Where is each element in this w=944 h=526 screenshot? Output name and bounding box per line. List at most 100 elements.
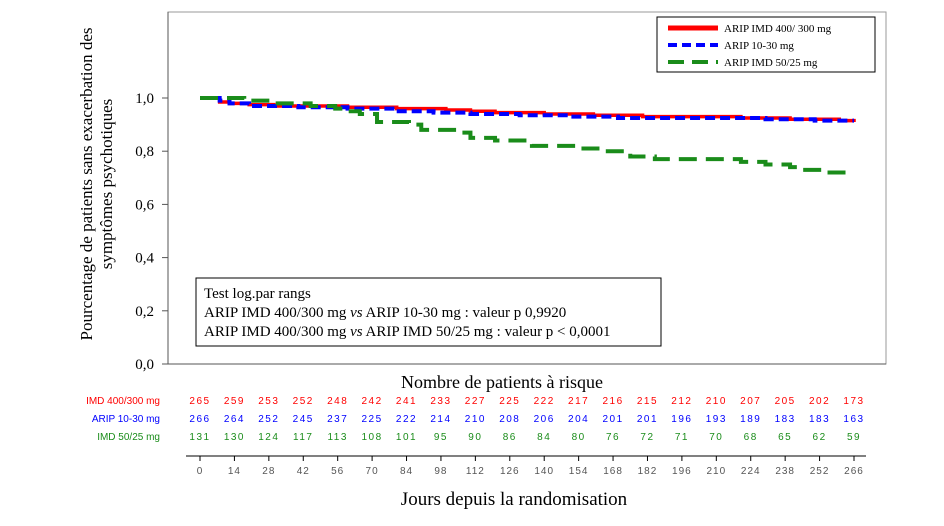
risk-value: 206: [534, 414, 555, 425]
risk-value: 266: [189, 414, 210, 425]
risk-value: 210: [706, 396, 727, 407]
y-tick-label: 0,0: [135, 357, 154, 373]
risk-table: IMD 400/300 mg 265 259 253 252 248 242 241 233 22…: [86, 396, 864, 443]
risk-value: 113: [327, 432, 347, 443]
risk-value: 84: [537, 432, 551, 443]
risk-value: 70: [709, 432, 723, 443]
test-line1-a: ARIP IMD 400/300 mg: [204, 305, 350, 321]
risk-value: 214: [430, 414, 451, 425]
x-tick-label: 56: [331, 466, 344, 477]
risk-value: 65: [778, 432, 792, 443]
risk-value: 201: [602, 414, 623, 425]
risk-value: 227: [465, 396, 486, 407]
series-line-2: [200, 96, 854, 175]
y-tick-label: 0,8: [135, 144, 154, 160]
x-axis-label: Jours depuis la randomisation: [401, 489, 628, 510]
risk-value: 80: [572, 432, 586, 443]
legend-items: ARIP IMD 400/ 300 mg ARIP 10-30 mg ARIP IM…: [668, 23, 832, 69]
risk-value: 252: [258, 414, 279, 425]
risk-value: 245: [293, 414, 314, 425]
risk-value: 265: [189, 396, 210, 407]
x-tick-label: 0: [197, 466, 204, 477]
risk-value: 225: [362, 414, 383, 425]
x-tick-label: 14: [228, 466, 241, 477]
risk-value: 59: [847, 432, 861, 443]
risk-value: 90: [468, 432, 482, 443]
risk-value: 252: [293, 396, 314, 407]
risk-value: 95: [434, 432, 448, 443]
x-tick-label: 266: [844, 466, 864, 477]
x-tick-label: 252: [810, 466, 830, 477]
risk-value: 208: [499, 414, 520, 425]
risk-value: 131: [189, 432, 210, 443]
risk-value: 201: [637, 414, 658, 425]
y-tick-label: 0,2: [135, 304, 154, 320]
x-tick-label: 238: [775, 466, 795, 477]
x-tick-label: 70: [366, 466, 379, 477]
risk-value: 216: [602, 396, 623, 407]
y-tick-label: 0,6: [135, 197, 154, 213]
risk-value: 217: [568, 396, 589, 407]
legend-label-1: ARIP 10-30 mg: [724, 40, 794, 52]
risk-row-label-0: IMD 400/300 mg: [86, 396, 160, 407]
risk-value: 215: [637, 396, 658, 407]
risk-value: 72: [640, 432, 654, 443]
risk-value: 237: [327, 414, 348, 425]
risk-value: 183: [775, 414, 796, 425]
risk-value: 212: [671, 396, 692, 407]
risk-row-label-2: IMD 50/25 mg: [97, 432, 160, 443]
risk-value: 205: [775, 396, 796, 407]
log-rank-test-box: Test log.par rangs ARIP IMD 400/300 mg v…: [195, 277, 662, 347]
x-tick-label: 224: [741, 466, 761, 477]
x-tick-label: 98: [434, 466, 447, 477]
risk-value: 242: [362, 396, 383, 407]
risk-value: 124: [258, 432, 279, 443]
risk-value: 204: [568, 414, 589, 425]
risk-value: 68: [744, 432, 758, 443]
y-ticks: 0,0 0,2 0,4 0,6 0,8 1,0: [135, 91, 168, 373]
x-ticks: 0 14 28 42 56 70 84 98 112 126 140 154 168 182 196 210 2…: [197, 456, 864, 477]
risk-value: 222: [396, 414, 417, 425]
risk-value: 241: [396, 396, 417, 407]
legend: ARIP IMD 400/ 300 mg ARIP 10-30 mg ARIP IM…: [656, 16, 876, 73]
risk-value: 62: [813, 432, 827, 443]
x-tick-label: 210: [706, 466, 726, 477]
risk-value: 101: [396, 432, 417, 443]
risk-value: 207: [740, 396, 761, 407]
risk-value: 71: [675, 432, 689, 443]
risk-value: 76: [606, 432, 620, 443]
test-box-frame: [195, 277, 662, 347]
x-tick-label: 112: [466, 466, 485, 477]
test-line1-vs: vs: [350, 305, 363, 321]
risk-value: 163: [843, 414, 864, 425]
risk-value: 210: [465, 414, 486, 425]
x-tick-label: 84: [400, 466, 413, 477]
risk-value: 173: [843, 396, 864, 407]
legend-label-0: ARIP IMD 400/ 300 mg: [724, 23, 832, 35]
risk-value: 193: [706, 414, 727, 425]
risk-value: 253: [258, 396, 279, 407]
risk-value: 117: [293, 432, 313, 443]
test-box-title: Test log.par rangs: [204, 286, 311, 302]
risk-value: 86: [503, 432, 517, 443]
test-line2-a: ARIP IMD 400/300 mg: [204, 324, 350, 340]
x-tick-label: 42: [297, 466, 310, 477]
series-lines: [200, 96, 856, 175]
test-line2-b: ARIP IMD 50/25 mg : valeur p < 0,0001: [363, 324, 611, 340]
risk-value: 233: [430, 396, 451, 407]
risk-value: 196: [671, 414, 692, 425]
risk-row-label-1: ARIP 10-30 mg: [92, 414, 160, 425]
risk-table-title: Nombre de patients à risque: [401, 372, 603, 392]
risk-value: 130: [224, 432, 245, 443]
x-tick-label: 126: [500, 466, 520, 477]
y-axis-label-line1: Pourcentage de patients sans exacerbatio…: [77, 28, 96, 341]
test-line1-b: ARIP 10-30 mg : valeur p 0,9920: [363, 305, 567, 321]
x-tick-label: 196: [672, 466, 692, 477]
series-line-1: [200, 96, 854, 123]
risk-value: 189: [740, 414, 761, 425]
risk-value: 264: [224, 414, 245, 425]
y-tick-label: 0,4: [135, 251, 154, 267]
test-box-line2: ARIP IMD 400/300 mg vs ARIP IMD 50/25 mg…: [204, 324, 611, 340]
y-tick-label: 1,0: [135, 91, 154, 107]
